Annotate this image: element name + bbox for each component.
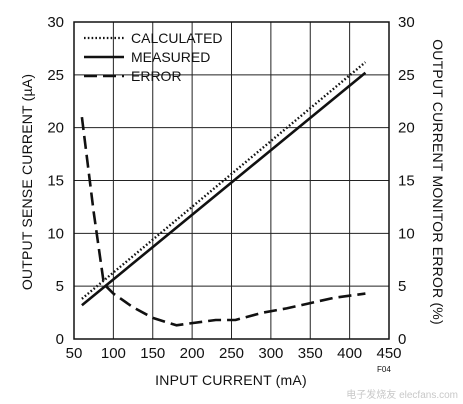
y2-tick-label: 10 (398, 225, 415, 242)
y-tick-label: 15 (47, 173, 64, 190)
x-axis-title: INPUT CURRENT (mA) (155, 372, 307, 388)
x-tick-label: 250 (219, 345, 244, 362)
watermark: 电子发烧友 elecfans.com (346, 388, 458, 401)
y2-tick-label: 25 (398, 67, 415, 84)
legend-label-measured: MEASURED (131, 49, 210, 65)
y2-tick-label: 30 (398, 14, 415, 31)
x-tick-label: 350 (298, 345, 323, 362)
x-tick-label: 450 (376, 345, 401, 362)
series-line-error (80, 116, 366, 327)
tick-labels: 50 100 150 200 250 300 350 400 45005101520253005… (47, 14, 414, 362)
y-tick-label: 0 (56, 331, 64, 348)
y-tick-label: 10 (47, 225, 64, 242)
series-line-calculated (81, 61, 367, 300)
figure-code: F04 (377, 365, 391, 374)
plot-frame (73, 21, 390, 340)
legend-label-calculated: CALCULATED (131, 30, 223, 46)
legend: CALCULATED MEASURED ERROR (84, 30, 223, 84)
x-tick-label: 150 (140, 345, 165, 362)
series-lines (80, 61, 367, 327)
y2-tick-label: 0 (398, 331, 406, 348)
y-axis-title: OUTPUT SENSE CURRENT (µA) (19, 74, 35, 290)
x-tick-label: 50 (66, 345, 83, 362)
legend-label-error: ERROR (131, 68, 182, 84)
x-tick-label: 400 (337, 345, 362, 362)
y2-tick-label: 5 (398, 278, 406, 295)
y-tick-label: 5 (56, 278, 64, 295)
x-tick-label: 300 (258, 345, 283, 362)
plot-border (73, 21, 390, 340)
series-line-measured (81, 71, 367, 307)
y-tick-label: 20 (47, 120, 64, 137)
y2-axis-title: OUTPUT CURRENT MONITOR ERROR (%) (430, 39, 446, 325)
y-tick-label: 25 (47, 67, 64, 84)
watermark-text: 电子发烧友 elecfans.com (346, 388, 458, 401)
y-tick-label: 30 (47, 14, 64, 31)
y2-tick-label: 15 (398, 173, 415, 190)
y2-tick-label: 20 (398, 120, 415, 137)
x-tick-label: 100 (101, 345, 126, 362)
x-tick-label: 200 (180, 345, 205, 362)
grid (74, 22, 389, 339)
